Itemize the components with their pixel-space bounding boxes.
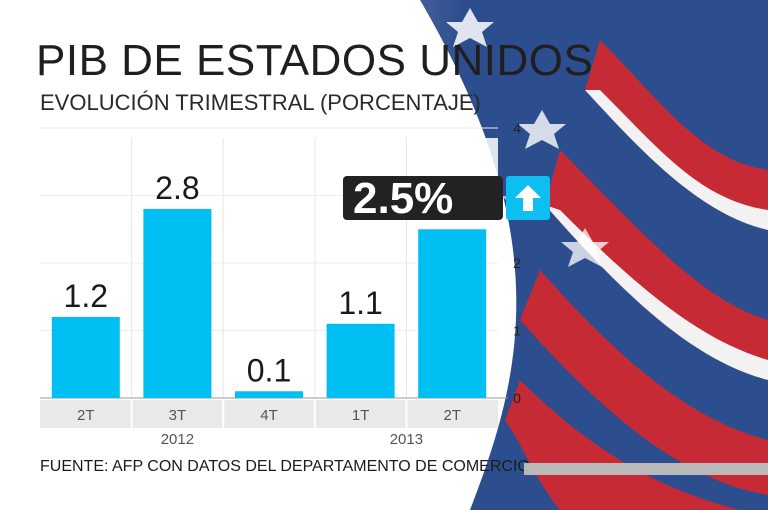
bar-value-label: 1.1 xyxy=(338,285,382,321)
highlight-badge: 2.5% xyxy=(343,174,559,223)
x-tick-label: 1T xyxy=(352,407,370,424)
source-note: FUENTE: AFP CON DATOS DEL DEPARTAMENTO D… xyxy=(40,458,535,475)
bar-3 xyxy=(326,323,395,398)
bar-value-label: 2.8 xyxy=(155,170,199,206)
bar-2 xyxy=(235,391,303,398)
arrow-up-icon xyxy=(506,176,550,220)
year-group-label: 2013 xyxy=(390,431,423,448)
y-tick-label: 4 xyxy=(513,120,521,136)
source-bar-decoration xyxy=(524,463,768,475)
bar-0 xyxy=(51,317,120,398)
bar-4 xyxy=(418,229,487,398)
bar-1 xyxy=(143,209,212,398)
y-tick-label: 0 xyxy=(513,390,521,406)
y-tick-label: 1 xyxy=(513,323,521,339)
page-title: PIB DE ESTADOS UNIDOS xyxy=(36,36,594,85)
y-tick-label: 2 xyxy=(513,255,521,271)
bar-value-label: 1.2 xyxy=(64,278,108,314)
bar-value-label: 0.1 xyxy=(247,352,291,388)
x-tick-label: 4T xyxy=(260,407,278,424)
x-label-band xyxy=(40,400,498,428)
x-tick-label: 2T xyxy=(443,407,461,424)
highlight-value-box: 2.5% xyxy=(343,174,503,223)
chart-subtitle: EVOLUCIÓN TRIMESTRAL (PORCENTAJE) xyxy=(40,90,481,115)
x-tick-label: 3T xyxy=(169,407,187,424)
x-tick-label: 2T xyxy=(77,407,95,424)
highlight-value: 2.5% xyxy=(353,174,454,223)
year-group-label: 2012 xyxy=(161,431,194,448)
